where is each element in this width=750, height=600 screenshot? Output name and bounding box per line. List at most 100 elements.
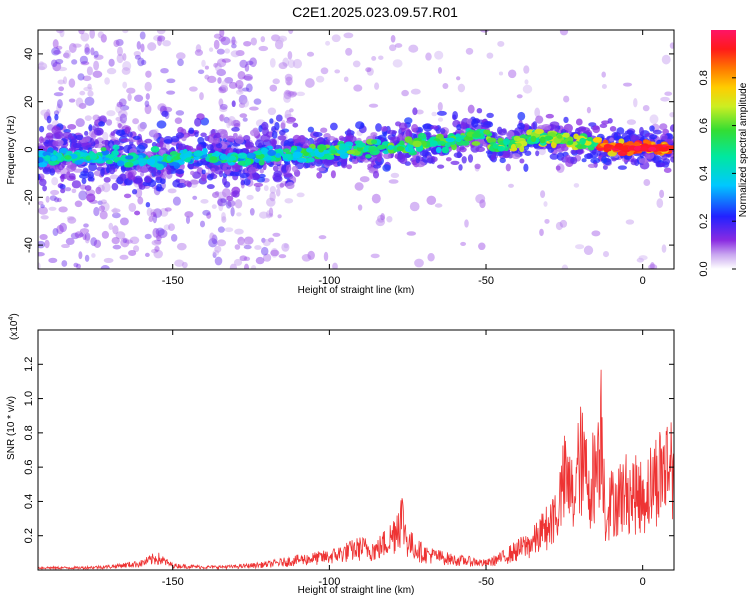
spectrogram-blob — [124, 239, 133, 244]
spectrogram-blob — [228, 81, 238, 89]
spectrogram-blob — [132, 135, 141, 140]
spectrogram-blob — [53, 92, 64, 97]
spectrogram-blob — [167, 188, 177, 194]
spectrogram-blob — [144, 138, 153, 144]
svg-text:(x104): (x104) — [8, 313, 20, 340]
spectrogram-blob — [137, 57, 145, 67]
spectrogram-blob — [272, 165, 279, 172]
spectrogram-blob — [61, 260, 68, 267]
snr-y-scale-note: (x104) — [8, 313, 20, 340]
spectrogram-blob — [84, 233, 90, 244]
spectrogram-blob — [219, 153, 228, 161]
spectrogram-blob — [111, 182, 119, 191]
spectrogram-blob — [278, 254, 287, 259]
spectrogram-blob — [99, 210, 108, 220]
spectrogram-blob — [146, 207, 153, 217]
spectrogram-blob — [212, 137, 221, 144]
snr-x-tick-label: -100 — [318, 576, 340, 588]
spectrogram-blob — [38, 61, 44, 66]
spectrogram-blob — [318, 146, 324, 153]
spectrogram-blob — [382, 150, 390, 155]
spectrogram-blob — [539, 228, 544, 237]
spectrogram-blob — [285, 181, 295, 190]
spectrogram-blob — [230, 206, 235, 217]
spectrogram-blob — [260, 134, 271, 143]
spectrogram-blob — [626, 119, 637, 125]
spectrogram-blob — [285, 163, 292, 173]
spectrogram-blob — [292, 58, 303, 69]
colorbar: 0.0 0.2 0.4 0.6 0.8 Normalized spectral ampl… — [698, 30, 749, 277]
snr-y-tick-label: 0.8 — [23, 425, 35, 440]
spectrogram-blob — [566, 140, 574, 145]
snr-y-tick-label: 1.2 — [23, 357, 35, 372]
spectrogram-blob — [72, 43, 82, 48]
spectrogram-blob — [415, 155, 421, 164]
snr-x-tick-label: -150 — [162, 576, 184, 588]
spectrogram-blob — [230, 39, 238, 45]
spectrogram-blob — [100, 201, 110, 212]
spectrogram-blob — [501, 128, 507, 134]
spectrogram-blob — [417, 132, 427, 140]
spectrogram-blob — [374, 82, 380, 90]
spectrogram-blob — [211, 234, 218, 245]
spectrogram-blob — [452, 110, 459, 120]
spectrogram-blob — [53, 110, 60, 116]
spectrogram-blob — [174, 117, 183, 124]
spectrogram-blob — [218, 87, 227, 94]
spectrogram-blob — [422, 123, 433, 132]
spectrogram-blob — [164, 207, 172, 212]
spectrogram-blob — [113, 39, 120, 48]
spectrogram-blob — [151, 248, 159, 254]
spectrogram-blob — [307, 157, 315, 163]
spectrogram-blob — [153, 239, 162, 245]
spectrogram-blob — [199, 220, 206, 228]
spectrogram-blob — [252, 173, 260, 181]
spectrogram-blob — [112, 244, 122, 250]
spectrogram-blob — [145, 70, 152, 78]
spectrogram-blob — [49, 168, 56, 176]
spectrogram-blob — [282, 148, 290, 153]
spectrogram-blob — [190, 170, 195, 176]
spectrogram-blob — [93, 127, 104, 136]
spectrogram-blob — [426, 157, 434, 164]
spectrogram-blob — [218, 98, 224, 107]
spectrogram-blob — [354, 182, 364, 191]
spectrogram-blob — [52, 227, 59, 237]
spectrogram-blob — [325, 154, 335, 160]
spectrogram-blob — [415, 109, 424, 115]
spectrogram-blob — [260, 147, 269, 155]
spectrogram-blob — [410, 88, 421, 95]
spectrogram-blob — [601, 84, 607, 89]
spectrogram-blob — [508, 69, 517, 79]
spectrogram-blob — [648, 264, 658, 269]
spectrogram-blob — [563, 95, 570, 103]
spectrogram-blob — [337, 161, 342, 167]
spectrogram-blob — [73, 168, 83, 173]
spectrogram-blob — [262, 127, 269, 137]
spectrogram-blob — [263, 185, 269, 192]
spectrogram-blob — [135, 144, 146, 154]
spectrogram-blob — [517, 111, 526, 121]
spectrogram-blob — [115, 231, 126, 240]
spectrogram-blob — [194, 117, 202, 127]
spectrogram-blob — [272, 175, 283, 183]
spectrogram-blob — [139, 31, 146, 40]
spectrogram-y-tick-label: 0 — [23, 146, 35, 152]
spectrogram-blob — [292, 151, 303, 159]
spectrogram-blob — [97, 200, 103, 206]
spectrogram-blob — [471, 132, 481, 138]
spectrogram-blob — [296, 157, 307, 163]
spectrogram-blob — [157, 36, 162, 47]
spectrogram-blob — [216, 239, 227, 247]
spectrogram-blob — [480, 30, 489, 33]
spectrogram-blob — [475, 194, 486, 204]
spectrogram-x-tick-label: -50 — [478, 275, 494, 287]
spectrogram-blob — [145, 93, 150, 100]
spectrogram-blob — [625, 219, 635, 225]
spectrogram-blob — [383, 152, 392, 160]
spectrogram-blob — [206, 144, 214, 151]
spectrogram-blob — [434, 50, 444, 60]
spectrogram-blob — [668, 145, 674, 150]
spectrogram-blob — [159, 140, 164, 148]
spectrogram-blob — [201, 59, 206, 68]
